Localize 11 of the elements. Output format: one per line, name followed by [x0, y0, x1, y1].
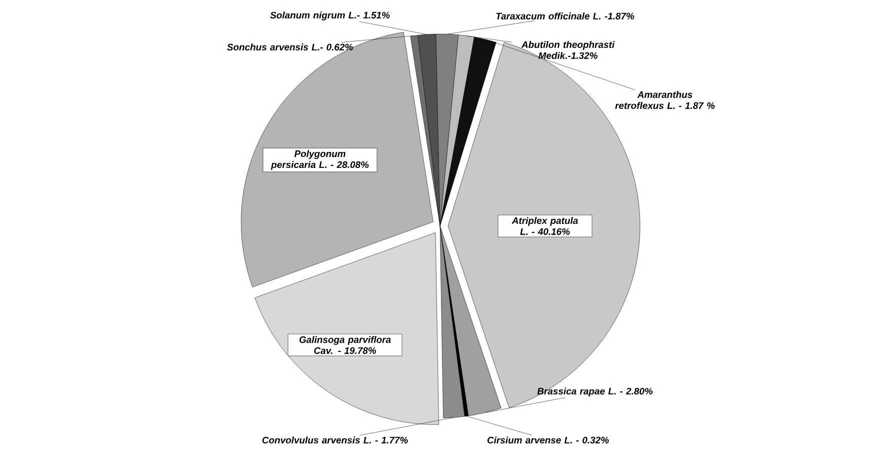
slice-label: Brassica rapae L. - 2.80% [537, 388, 653, 396]
slice-label: Amaranthus retroflexus L. - 1.87 % [615, 91, 715, 109]
slice-label: Polygonum persicaria L. - 28.08% [270, 150, 369, 170]
slice-label: Cirsium arvense L. - 0.32% [487, 436, 609, 444]
slice-label: Abutilon theophrasti Medik.-1.32% [521, 41, 615, 59]
slice-label: Sonchus arvensis L.- 0.62% [227, 44, 353, 50]
slice-label: Atriplex patula L. - 40.16% [512, 217, 578, 235]
slice-label: Solanum nigrum L.- 1.51% [270, 12, 390, 20]
slice-label: Convolvulus arvensis L. - 1.77% [262, 436, 408, 444]
slice-label: Taraxacum officinale L. -1.87% [496, 12, 634, 20]
slice-label: Galinsoga parviflora Cav. - 19.78% [299, 336, 391, 354]
